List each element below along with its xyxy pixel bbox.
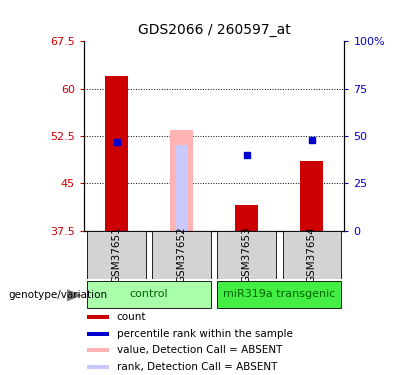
Bar bbox=[235, 206, 258, 231]
Text: count: count bbox=[117, 312, 146, 322]
Bar bbox=[283, 231, 341, 279]
Title: GDS2066 / 260597_at: GDS2066 / 260597_at bbox=[138, 24, 291, 38]
Text: GSM37652: GSM37652 bbox=[177, 226, 186, 284]
Bar bbox=[170, 130, 193, 231]
Bar bbox=[87, 364, 108, 369]
Text: GSM37651: GSM37651 bbox=[112, 226, 121, 284]
Polygon shape bbox=[67, 289, 82, 302]
Text: value, Detection Call = ABSENT: value, Detection Call = ABSENT bbox=[117, 345, 282, 355]
Bar bbox=[176, 146, 187, 231]
Bar bbox=[105, 76, 128, 231]
Text: control: control bbox=[130, 289, 168, 299]
Text: genotype/variation: genotype/variation bbox=[8, 290, 108, 300]
Text: percentile rank within the sample: percentile rank within the sample bbox=[117, 329, 293, 339]
Bar bbox=[87, 332, 108, 336]
Text: GSM37654: GSM37654 bbox=[307, 226, 317, 284]
Bar bbox=[218, 280, 341, 308]
Text: miR319a transgenic: miR319a transgenic bbox=[223, 289, 336, 299]
Bar bbox=[152, 231, 211, 279]
Bar bbox=[87, 280, 211, 308]
Bar bbox=[87, 231, 146, 279]
Text: rank, Detection Call = ABSENT: rank, Detection Call = ABSENT bbox=[117, 362, 277, 372]
Bar bbox=[218, 231, 276, 279]
Bar bbox=[300, 161, 323, 231]
Bar bbox=[87, 348, 108, 352]
Text: GSM37653: GSM37653 bbox=[242, 226, 252, 284]
Bar bbox=[87, 315, 108, 320]
